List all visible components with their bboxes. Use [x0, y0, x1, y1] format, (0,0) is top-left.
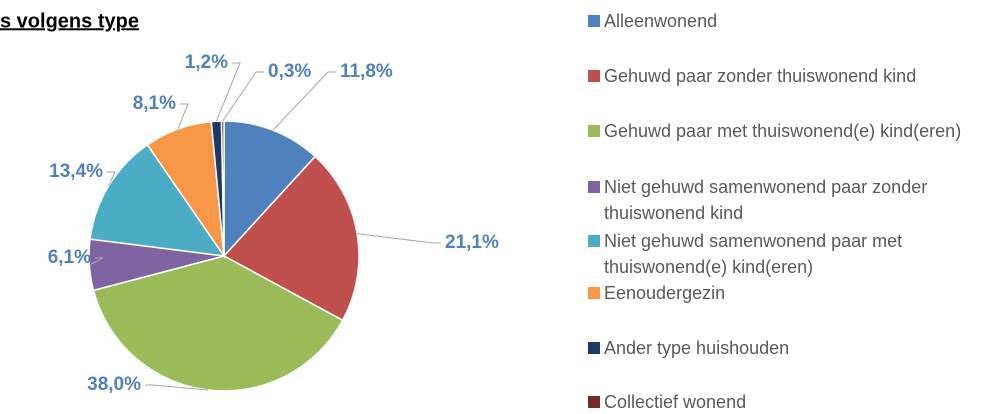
data-label: 6,1% [48, 247, 91, 268]
legend-item: Collectief wonend [588, 389, 988, 414]
legend-swatch [588, 70, 600, 82]
data-label: 38,0% [87, 374, 141, 395]
data-label: 8,1% [133, 93, 176, 114]
legend-item: Ander type huishouden [588, 335, 988, 361]
leader-line [357, 233, 441, 244]
legend-label: Gehuwd paar zonder thuiswonend kind [604, 66, 917, 86]
pie-slice [223, 120, 317, 258]
legend-item: Eenoudergezin [588, 280, 988, 306]
legend-swatch [588, 181, 600, 193]
legend-label: Collectief wonend [604, 392, 747, 412]
legend-item: Gehuwd paar met thuiswonend(e) kind(eren… [588, 118, 988, 144]
legend-swatch [588, 396, 600, 408]
leader-line [107, 171, 116, 187]
legend-item: Gehuwd paar zonder thuiswonend kind [588, 63, 988, 89]
leader-line [215, 62, 241, 122]
legend-label: Gehuwd paar met thuiswonend(e) kind(eren… [604, 121, 962, 141]
legend-item: Niet gehuwd samenwonend paar met thuiswo… [588, 228, 988, 280]
pie-slice [222, 155, 360, 322]
legend-item: Alleenwonend [588, 8, 988, 34]
leader-line [89, 257, 104, 266]
legend-label: Ander type huishouden [604, 338, 790, 358]
legend-label: Alleenwonend [604, 11, 718, 31]
pie-slice [92, 255, 344, 392]
legend-label: Eenoudergezin [604, 283, 726, 303]
legend-swatch [588, 342, 600, 354]
legend-swatch [588, 15, 600, 27]
data-label: 11,8% [340, 61, 393, 82]
data-label: 0,3% [268, 61, 311, 82]
leader-line [222, 71, 264, 122]
data-label: 1,2% [185, 52, 228, 73]
data-label: 21,1% [445, 232, 499, 253]
data-label: 13,4% [49, 161, 103, 182]
legend-swatch [588, 235, 600, 247]
legend-label: Niet gehuwd samenwonend paar met thuiswo… [604, 231, 903, 277]
legend-label: Niet gehuwd samenwonend paar zonder thui… [604, 177, 928, 223]
leader-line [272, 71, 336, 131]
legend-item: Niet gehuwd samenwonend paar zonder thui… [588, 174, 988, 226]
leader-line [145, 384, 208, 391]
legend-swatch [588, 125, 600, 137]
legend-swatch [588, 287, 600, 299]
chart-title: s volgens type [0, 10, 139, 32]
leader-line [177, 103, 189, 130]
pie-slice [220, 120, 225, 257]
